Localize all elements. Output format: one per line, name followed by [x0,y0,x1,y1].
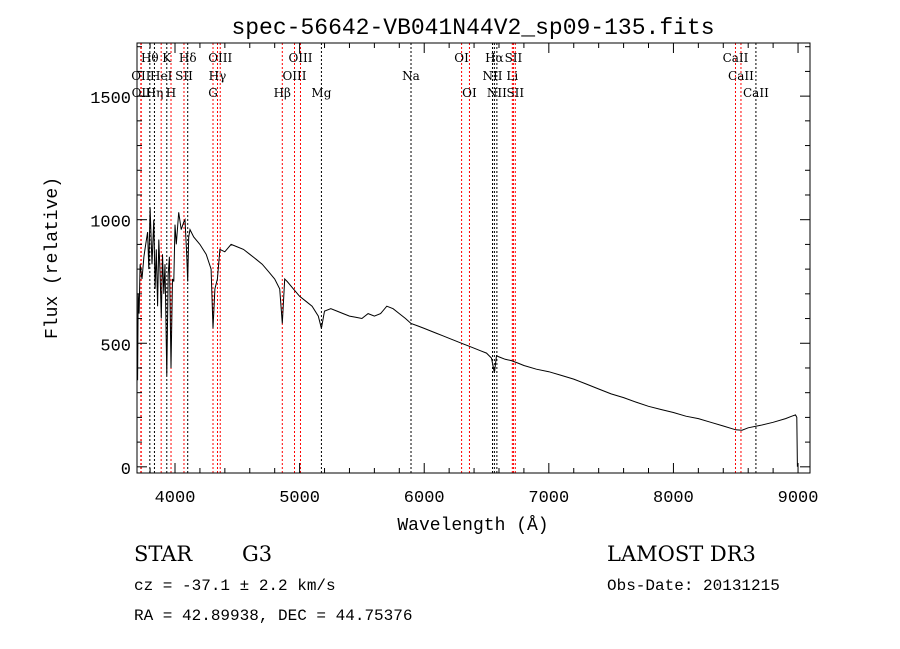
spectral-line-label: Hθ [141,51,159,65]
object-class: STAR [134,542,193,566]
spectral-line-label: SII [175,69,193,83]
spectral-line-label: OIII [208,51,232,65]
spectral-line-label: NII [487,86,507,100]
x-tick-label: 9000 [778,489,819,508]
spectral-line-label: SII [506,86,524,100]
spectral-line-label: Li [506,69,518,83]
x-tick-label: 8000 [653,489,694,508]
spectral-line-label: Hη [146,86,164,100]
plot-frame [136,42,811,474]
ra-dec: RA = 42.89938, DEC = 44.75376 [134,607,412,625]
axis-ticks: 4000 5000 6000 7000 8000 9000 0 500 1000 1500 [90,43,818,508]
obs-date: Obs-Date: 20131215 [607,577,780,595]
spectral-line-label: OI [454,51,469,65]
spectral-line-label: H [166,86,176,100]
spectral-line-label: OIII [288,51,312,65]
y-axis-label: Flux (relative) [43,177,63,339]
y-tick-label: 1500 [90,90,131,109]
spectral-line-label: OII [131,69,151,83]
spectral-line-label: OIII [282,69,306,83]
y-tick-label: 1000 [90,214,131,233]
spectral-line-label: Hγ [209,69,227,83]
spectral-line-label: CaII [743,86,769,100]
x-tick-label: 5000 [279,489,320,508]
y-tick-label: 0 [121,461,131,480]
spectral-line-label: Mg [311,86,331,100]
spectral-line-label: Hα [485,51,504,65]
spectral-line-label: Hδ [179,51,197,65]
chart-title: spec-56642-VB041N44V2_sp09-135.fits [231,15,714,41]
x-tick-label: 6000 [404,489,445,508]
survey-name: LAMOST DR3 [607,542,756,566]
x-tick-label: 7000 [528,489,569,508]
spectrum-line [137,207,798,467]
spectral-line-label: SII [505,51,523,65]
spectral-line-label: K [162,51,172,65]
spectral-line-label: G [208,86,218,100]
spectral-line-label: OI [462,86,477,100]
spectral-line-label: HeI [150,69,173,83]
spectral-lines [140,43,757,473]
spectral-line-label: CaII [728,69,754,83]
spectral-line-label: NII [483,69,503,83]
y-tick-label: 500 [100,337,131,356]
spectral-line-label: Hβ [274,86,291,100]
redshift-cz: cz = -37.1 ± 2.2 km/s [134,577,336,595]
spectral-line-label: Na [402,69,420,83]
spectral-line-labels: OIIOIIHθHηHeIKHSIIHδGHγOIIIHβOIIIOIIIMgN… [131,51,769,100]
object-subclass: G3 [242,542,272,566]
x-tick-label: 4000 [155,489,196,508]
spectral-line-label: CaII [723,51,749,65]
x-axis-label: Wavelength (Å) [397,515,548,536]
